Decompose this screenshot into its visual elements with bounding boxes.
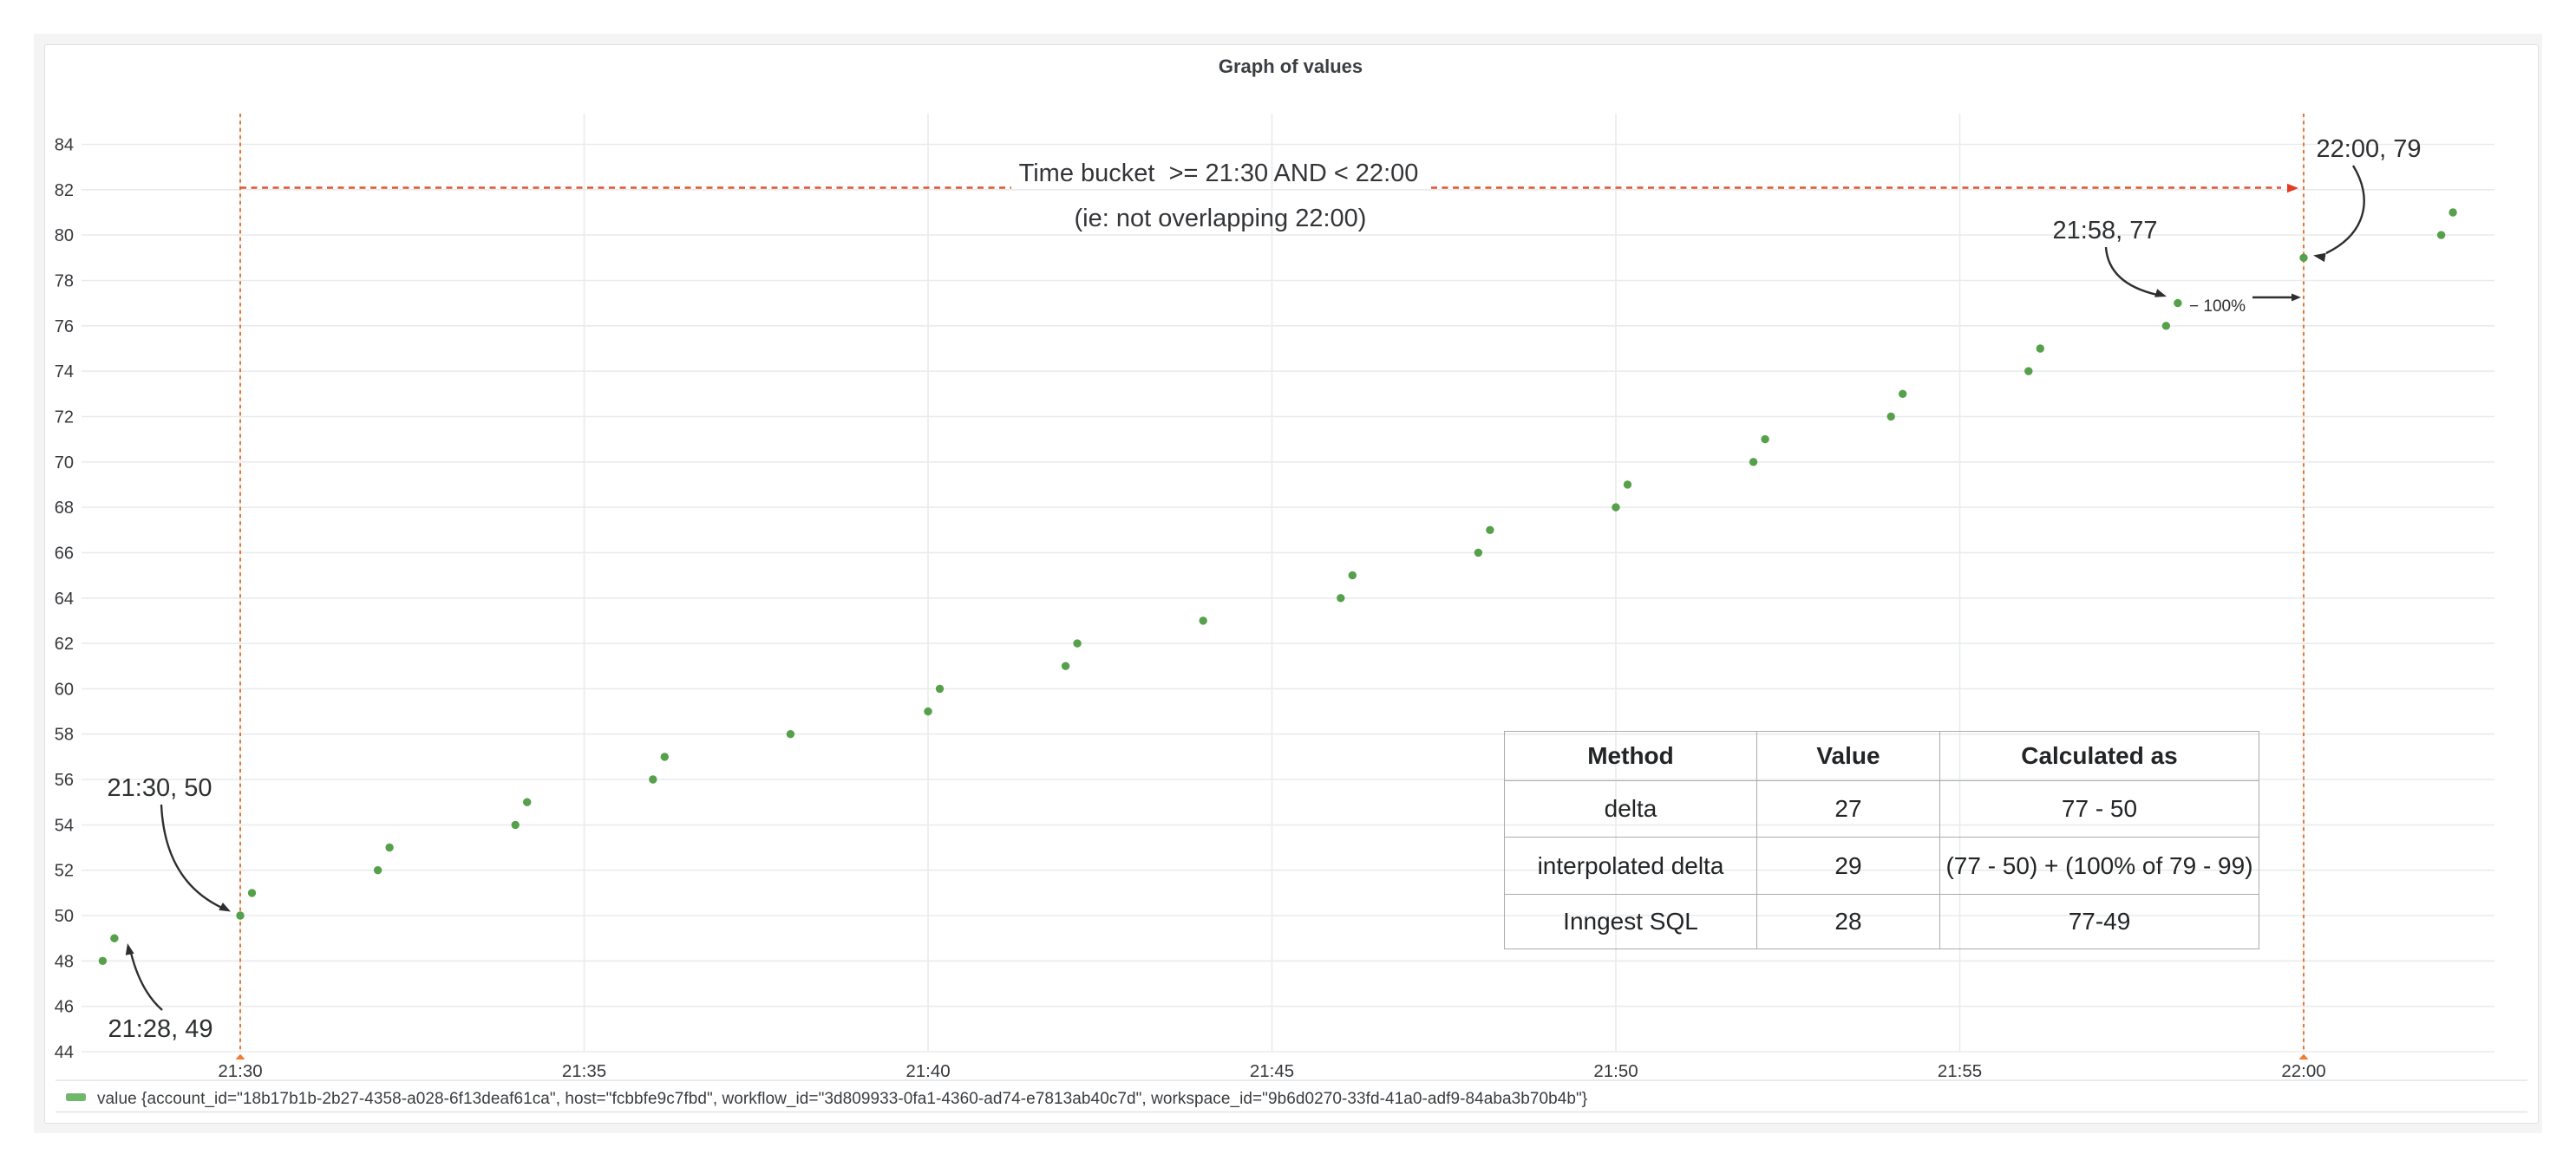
svg-text:80: 80 [55,226,74,245]
svg-text:82: 82 [55,181,74,200]
svg-text:− 100%: − 100% [2189,297,2246,316]
svg-text:78: 78 [55,272,74,291]
svg-text:48: 48 [55,952,74,971]
svg-text:66: 66 [55,544,74,563]
svg-text:22:00: 22:00 [2281,1061,2325,1081]
svg-text:21:30, 50: 21:30, 50 [108,774,212,802]
svg-text:22:00, 79: 22:00, 79 [2317,135,2422,163]
svg-text:21:50: 21:50 [1593,1061,1638,1081]
svg-text:46: 46 [55,998,74,1017]
svg-text:72: 72 [55,407,74,427]
svg-text:74: 74 [55,362,74,381]
svg-text:60: 60 [55,680,74,699]
svg-text:Time bucket >= 21:30 AND < 22: Time bucket >= 21:30 AND < 22:00 [1019,160,1419,187]
svg-text:Graph of values: Graph of values [1219,55,1363,77]
svg-text:21:40: 21:40 [906,1061,950,1081]
svg-text:21:58, 77: 21:58, 77 [2053,217,2158,244]
svg-text:68: 68 [55,499,74,518]
svg-text:58: 58 [55,726,74,745]
svg-text:56: 56 [55,771,74,790]
svg-text:(ie: not overlapping 22:00): (ie: not overlapping 22:00) [1075,205,1367,232]
svg-text:70: 70 [55,453,74,473]
svg-text:21:45: 21:45 [1250,1061,1294,1081]
svg-text:62: 62 [55,635,74,654]
svg-text:21:35: 21:35 [562,1061,606,1081]
svg-text:54: 54 [55,816,74,835]
svg-text:50: 50 [55,907,74,926]
svg-text:84: 84 [55,136,74,155]
svg-text:44: 44 [55,1043,74,1062]
svg-text:21:28, 49: 21:28, 49 [108,1015,213,1043]
svg-text:21:30: 21:30 [218,1061,262,1081]
svg-text:21:55: 21:55 [1938,1061,1982,1081]
svg-text:76: 76 [55,317,74,336]
svg-text:52: 52 [55,862,74,881]
svg-text:64: 64 [55,590,74,609]
svg-text:value {account_id="18b17b1b-2b: value {account_id="18b17b1b-2b27-4358-a0… [97,1090,1587,1108]
